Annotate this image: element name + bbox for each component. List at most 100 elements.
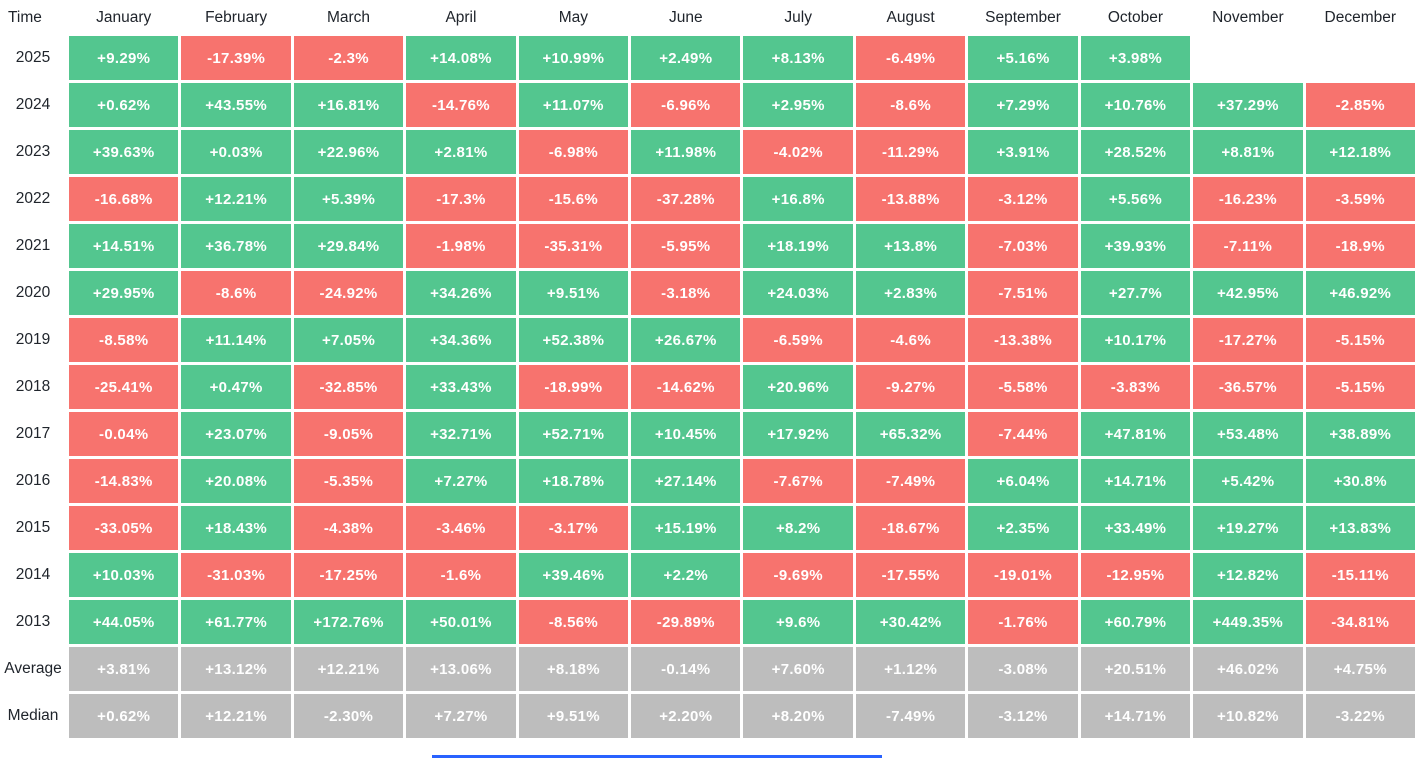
- cell-2013-february: +61.77%: [181, 600, 291, 644]
- cell-2014-february: -31.03%: [181, 553, 291, 597]
- cell-2013-july: +9.6%: [743, 600, 853, 644]
- cell-2022-november: -16.23%: [1193, 177, 1303, 221]
- cell-2015-december: +13.83%: [1305, 506, 1415, 550]
- cell-median-february: +12.21%: [181, 694, 291, 738]
- cell-median-june: +2.20%: [631, 694, 741, 738]
- row-label-2016: 2016: [15, 472, 51, 489]
- cell-2018-june: -14.62%: [631, 365, 741, 409]
- cell-2020-may: +9.51%: [518, 271, 629, 315]
- cell-2013-may: -8.56%: [518, 600, 629, 644]
- cell-2019-february: +11.14%: [181, 318, 291, 362]
- cell-2016-october: +14.71%: [1080, 459, 1191, 503]
- cell-2017-october: +47.81%: [1080, 412, 1191, 456]
- month-header-may: May: [558, 8, 589, 26]
- cell-2015-may: -3.17%: [518, 506, 629, 550]
- cell-2019-june: +26.67%: [631, 318, 741, 362]
- cell-average-may: +8.18%: [518, 647, 629, 691]
- cell-2014-march: -17.25%: [293, 553, 404, 597]
- cell-2020-october: +27.7%: [1080, 271, 1191, 315]
- cell-2025-december: [1306, 36, 1415, 80]
- cell-2018-may: -18.99%: [518, 365, 629, 409]
- cell-2025-august: -6.49%: [855, 36, 966, 80]
- cell-2014-november: +12.82%: [1193, 553, 1303, 597]
- cell-average-november: +46.02%: [1193, 647, 1303, 691]
- cell-2020-december: +46.92%: [1305, 271, 1415, 315]
- row-label-2024: 2024: [15, 96, 51, 113]
- cell-2022-may: -15.6%: [518, 177, 629, 221]
- cell-2019-january: -8.58%: [69, 318, 179, 362]
- cell-2022-march: +5.39%: [293, 177, 404, 221]
- cell-2015-october: +33.49%: [1080, 506, 1191, 550]
- row-label-2025: 2025: [15, 49, 51, 66]
- cell-2020-november: +42.95%: [1193, 271, 1303, 315]
- month-header-december: December: [1324, 8, 1397, 26]
- cell-median-september: -3.12%: [968, 694, 1078, 738]
- cell-2024-july: +2.95%: [743, 83, 853, 127]
- cell-median-november: +10.82%: [1193, 694, 1303, 738]
- cell-2019-november: -17.27%: [1193, 318, 1303, 362]
- cell-2019-august: -4.6%: [855, 318, 966, 362]
- cell-2023-september: +3.91%: [968, 130, 1078, 174]
- cell-2013-september: -1.76%: [968, 600, 1078, 644]
- cell-2025-february: -17.39%: [181, 36, 291, 80]
- cell-2025-january: +9.29%: [69, 36, 179, 80]
- cell-2019-july: -6.59%: [743, 318, 853, 362]
- cell-2020-january: +29.95%: [69, 271, 179, 315]
- cell-2022-august: -13.88%: [855, 177, 966, 221]
- row-label-2018: 2018: [15, 378, 51, 395]
- cell-2016-january: -14.83%: [69, 459, 179, 503]
- cell-2015-september: +2.35%: [968, 506, 1078, 550]
- cell-2021-june: -5.95%: [631, 224, 741, 268]
- cell-2017-july: +17.92%: [743, 412, 853, 456]
- cell-2023-december: +12.18%: [1305, 130, 1415, 174]
- cell-average-august: +1.12%: [855, 647, 966, 691]
- cell-2019-march: +7.05%: [293, 318, 404, 362]
- cell-2017-september: -7.44%: [968, 412, 1078, 456]
- cell-2018-january: -25.41%: [69, 365, 179, 409]
- cell-2017-may: +52.71%: [518, 412, 629, 456]
- row-label-2022: 2022: [15, 190, 51, 207]
- cell-2013-january: +44.05%: [69, 600, 179, 644]
- bottom-accent-line: [432, 755, 882, 758]
- cell-2016-november: +5.42%: [1193, 459, 1303, 503]
- row-label-2019: 2019: [15, 331, 51, 348]
- month-header-july: July: [784, 8, 812, 26]
- cell-2019-december: -5.15%: [1305, 318, 1415, 362]
- cell-2019-september: -13.38%: [968, 318, 1078, 362]
- cell-2015-june: +15.19%: [631, 506, 741, 550]
- cell-median-july: +8.20%: [743, 694, 853, 738]
- cell-2014-april: -1.6%: [406, 553, 516, 597]
- row-label-average: Average: [4, 660, 62, 677]
- cell-2025-july: +8.13%: [743, 36, 853, 80]
- cell-2014-october: -12.95%: [1080, 553, 1191, 597]
- cell-2023-january: +39.63%: [69, 130, 179, 174]
- cell-2013-march: +172.76%: [293, 600, 404, 644]
- cell-2016-july: -7.67%: [743, 459, 853, 503]
- cell-2022-july: +16.8%: [743, 177, 853, 221]
- cell-2013-april: +50.01%: [406, 600, 516, 644]
- cell-average-january: +3.81%: [69, 647, 179, 691]
- month-header-september: September: [985, 8, 1061, 26]
- month-header-june: June: [668, 8, 703, 26]
- cell-2024-january: +0.62%: [69, 83, 179, 127]
- cell-2017-january: -0.04%: [69, 412, 179, 456]
- month-header-january: January: [96, 8, 152, 26]
- cell-average-september: -3.08%: [968, 647, 1078, 691]
- cell-2013-november: +449.35%: [1193, 600, 1303, 644]
- cell-median-march: -2.30%: [293, 694, 404, 738]
- cell-average-june: -0.14%: [631, 647, 741, 691]
- cell-2020-august: +2.83%: [855, 271, 966, 315]
- cell-2023-may: -6.98%: [518, 130, 629, 174]
- cell-2024-march: +16.81%: [293, 83, 404, 127]
- cell-2018-september: -5.58%: [968, 365, 1078, 409]
- cell-2014-january: +10.03%: [69, 553, 179, 597]
- month-header-march: March: [326, 8, 371, 26]
- cell-2018-august: -9.27%: [855, 365, 966, 409]
- cell-median-january: +0.62%: [69, 694, 179, 738]
- cell-2021-december: -18.9%: [1305, 224, 1415, 268]
- cell-average-october: +20.51%: [1080, 647, 1191, 691]
- cell-2020-february: -8.6%: [181, 271, 291, 315]
- cell-average-july: +7.60%: [743, 647, 853, 691]
- cell-2016-april: +7.27%: [406, 459, 516, 503]
